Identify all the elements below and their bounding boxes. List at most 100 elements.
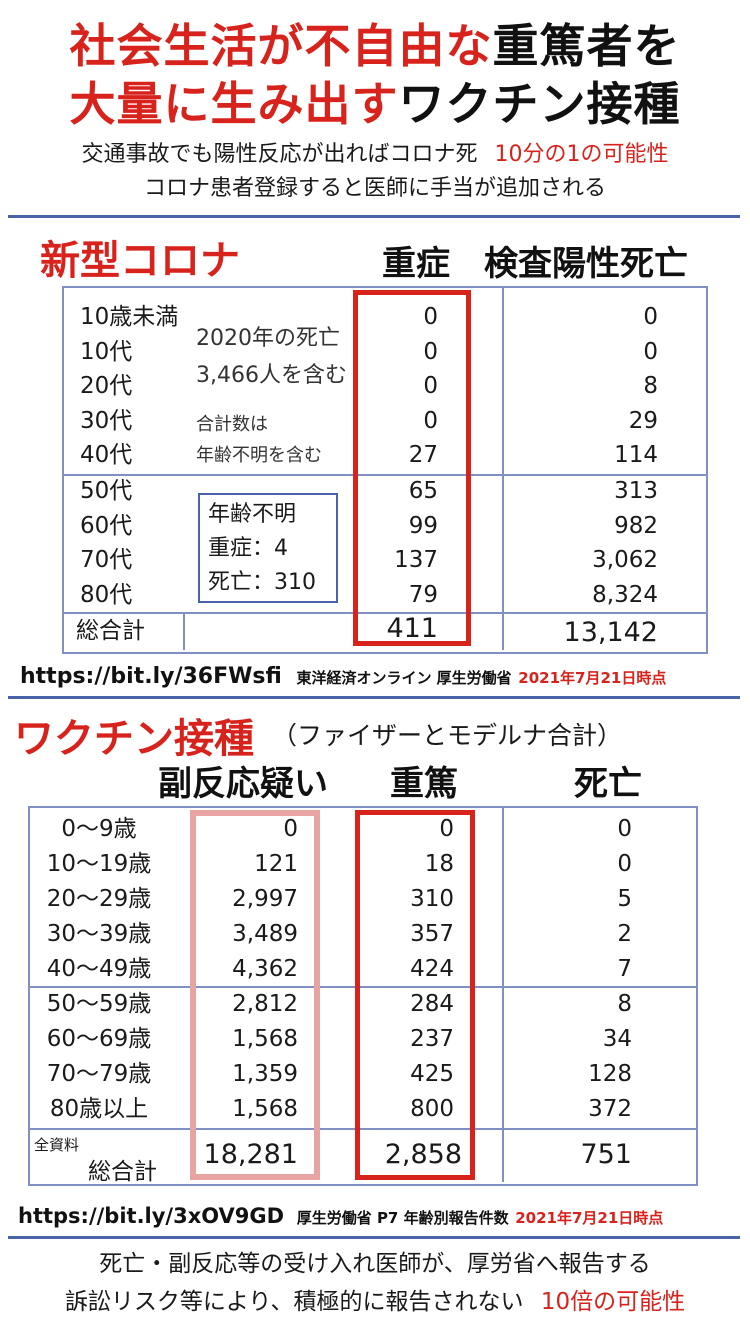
vaccine-death-value: 128: [588, 1061, 632, 1087]
vaccine-side-value: 2,812: [232, 991, 298, 1017]
footer-line-1: 死亡・副反応等の受け入れ医師が、厚労省へ報告する: [99, 1251, 651, 1277]
covid-source-date: 2021年7月21日時点: [518, 669, 667, 687]
subtitle-1-text: 交通事故でも陽性反応が出ればコロナ死: [81, 142, 478, 167]
divider-bottom: [8, 1236, 740, 1239]
footer-line-2-highlight: 10倍の可能性: [540, 1289, 686, 1315]
covid-age-label: 10代: [80, 338, 133, 365]
vaccine-side-value: 121: [254, 851, 298, 877]
vaccine-table: [28, 806, 698, 1186]
covid-note-2020: 2020年の死亡: [196, 326, 340, 351]
covid-age-label: 20代: [80, 373, 133, 399]
vaccine-source-date: 2021年7月21日時点: [515, 1209, 664, 1227]
vaccine-death-value: 34: [602, 1026, 632, 1052]
vaccine-col-side-effects: 副反応疑い: [158, 764, 328, 804]
vaccine-side-value: 4,362: [232, 956, 298, 982]
vaccine-age-label: 70～79歳: [46, 1061, 152, 1087]
covid-severe-value: 27: [408, 442, 438, 468]
covid-death-value: 8,324: [592, 581, 658, 608]
title-line-1: 社会生活が不自由な重篤者を: [0, 20, 750, 72]
vaccine-serious-value: 425: [410, 1061, 454, 1087]
subtitle-1-highlight: 10分の1の可能性: [494, 142, 669, 167]
vaccine-col-death: 死亡: [574, 764, 642, 804]
covid-severe-value: 137: [394, 547, 438, 573]
covid-death-value: 982: [614, 512, 658, 539]
covid-note-total: 合計数は: [196, 414, 268, 435]
covid-age-label: 60代: [80, 512, 133, 539]
vaccine-serious-value: 0: [439, 816, 454, 842]
vaccine-side-value: 1,568: [232, 1096, 298, 1122]
vaccine-source-line: https://bit.ly/3xOV9GD 厚生労働省 P7 年齢別報告件数 …: [18, 1204, 663, 1228]
vaccine-age-label: 60～69歳: [46, 1026, 152, 1052]
title-line-1-black: 重篤者を: [492, 19, 681, 73]
vaccine-serious-value: 18: [424, 851, 454, 877]
covid-col-death: 検査陽性死亡: [484, 244, 688, 284]
covid-table-totalline: [64, 612, 706, 614]
covid-unknown-death: 死亡：310: [208, 570, 316, 595]
vaccine-death-value: 0: [617, 851, 632, 877]
vaccine-section-title: ワクチン接種: [14, 716, 254, 762]
covid-death-value: 0: [643, 338, 658, 365]
vaccine-side-value: 1,359: [232, 1061, 298, 1087]
divider-middle: [8, 696, 740, 699]
vaccine-serious-value: 800: [410, 1096, 454, 1122]
covid-death-value: 313: [614, 478, 658, 504]
covid-source-text: 東洋経済オンライン 厚生労働省: [296, 669, 512, 687]
footer-line-2: 訴訟リスク等により、積極的に報告されない 10倍の可能性: [0, 1286, 750, 1318]
covid-age-label: 70代: [80, 547, 133, 573]
covid-death-value: 0: [643, 304, 658, 330]
vaccine-source-url: https://bit.ly/3xOV9GD: [18, 1204, 285, 1228]
vaccine-death-value: 2: [617, 921, 632, 947]
covid-col-severe: 重症: [382, 244, 450, 284]
vaccine-side-value: 3,489: [232, 921, 298, 947]
covid-severe-value: 0: [423, 338, 438, 365]
vaccine-death-value: 5: [617, 886, 632, 912]
covid-table-vline-label: [183, 612, 185, 650]
vaccine-side-value: 1,568: [232, 1026, 298, 1052]
covid-total-severe: 411: [386, 613, 438, 644]
covid-note-3466: 3,466人を含む: [196, 363, 347, 388]
divider-top: [8, 215, 740, 218]
title-line-2-red: 大量に生み出す: [69, 77, 399, 131]
covid-age-label: 80代: [80, 581, 133, 608]
vaccine-age-label: 10～19歳: [46, 851, 152, 877]
title-line-1-red: 社会生活が不自由な: [69, 19, 493, 73]
subtitle-line-2: コロナ患者登録すると医師に手当が追加される: [143, 176, 606, 201]
covid-source-line: https://bit.ly/36FWsfi 東洋経済オンライン 厚生労働省 2…: [20, 664, 666, 689]
covid-unknown-age-box: [198, 493, 338, 603]
covid-death-value: 29: [628, 407, 658, 434]
covid-severe-value: 79: [408, 581, 438, 608]
covid-unknown-title: 年齢不明: [208, 502, 297, 527]
covid-source-url: https://bit.ly/36FWsfi: [20, 664, 282, 689]
covid-age-label: 40代: [80, 442, 133, 468]
vaccine-age-label: 20～29歳: [46, 886, 152, 912]
covid-total-death: 13,142: [563, 617, 658, 648]
vaccine-age-label: 0～9歳: [61, 816, 137, 842]
covid-total-label: 総合計: [76, 618, 145, 644]
vaccine-total-small-label: 全資料: [34, 1136, 80, 1154]
covid-severe-value: 99: [408, 512, 438, 539]
vaccine-age-label: 30～39歳: [46, 921, 152, 947]
covid-table: [62, 286, 708, 654]
vaccine-total-label: 総合計: [88, 1159, 157, 1185]
vaccine-source-text: 厚生労働省 P7 年齢別報告件数: [296, 1209, 509, 1227]
vaccine-side-value: 2,997: [232, 886, 298, 912]
vaccine-age-label: 50～59歳: [46, 991, 152, 1017]
covid-section-title: 新型コロナ: [40, 238, 240, 284]
vaccine-section-subtitle: （ファイザーとモデルナ合計）: [272, 721, 623, 750]
subtitle-line-1: 交通事故でも陽性反応が出ればコロナ死 10分の1の可能性: [0, 140, 750, 170]
covid-severe-value: 0: [423, 373, 438, 399]
vaccine-serious-value: 357: [410, 921, 454, 947]
vaccine-death-value: 372: [588, 1096, 632, 1122]
covid-age-label: 10歳未満: [80, 304, 179, 330]
covid-table-vline-right: [502, 288, 504, 650]
vaccine-total-death: 751: [580, 1139, 632, 1170]
covid-severe-value: 65: [408, 478, 438, 504]
covid-age-label: 50代: [80, 478, 133, 504]
covid-severe-value: 0: [423, 304, 438, 330]
vaccine-side-value: 0: [283, 816, 298, 842]
footer-line-2-text: 訴訟リスク等により、積極的に報告されない: [64, 1289, 524, 1315]
covid-table-midline: [64, 474, 706, 476]
vaccine-age-label: 80歳以上: [49, 1096, 149, 1122]
vaccine-serious-highlight-box: [355, 810, 475, 1180]
title-line-2: 大量に生み出すワクチン接種: [0, 78, 750, 130]
